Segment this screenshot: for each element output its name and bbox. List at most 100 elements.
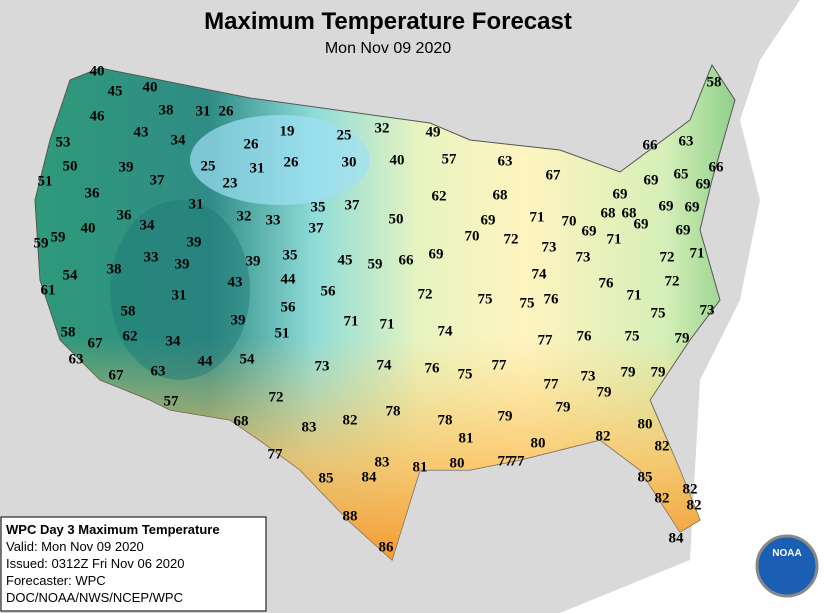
temperature: 25 (201, 158, 216, 174)
temperature: 75 (520, 295, 535, 311)
temperature: 45 (338, 252, 353, 268)
cold-patch (190, 115, 370, 205)
temperature: 46 (90, 108, 106, 124)
temperature: 73 (315, 358, 330, 374)
temperature: 36 (85, 185, 101, 201)
info-line: Valid: Mon Nov 09 2020 (6, 539, 144, 554)
mountain-patch (110, 200, 250, 380)
temperature: 31 (172, 287, 187, 303)
temperature: 67 (88, 335, 104, 351)
info-box (0, 516, 267, 612)
temperature: 59 (368, 256, 383, 272)
temperature: 77 (268, 446, 284, 462)
temperature: 74 (532, 266, 548, 282)
temperature: 38 (107, 261, 122, 277)
temperature: 76 (577, 328, 593, 344)
temperature: 80 (531, 435, 546, 451)
temperature: 39 (246, 253, 261, 269)
temperature: 71 (607, 231, 622, 247)
temperature: 35 (311, 199, 326, 215)
temperature: 69 (644, 172, 659, 188)
temperature: 70 (562, 213, 577, 229)
temperature: 39 (175, 256, 190, 272)
temperature: 68 (601, 205, 616, 221)
info-heading: WPC Day 3 Maximum Temperature (6, 522, 220, 537)
temperature: 44 (198, 353, 214, 369)
temperature: 34 (171, 132, 187, 148)
temperature: 76 (599, 275, 615, 291)
info-line: Issued: 0312Z Fri Nov 06 2020 (6, 556, 185, 571)
temperature: 65 (674, 166, 689, 182)
temperature: 76 (425, 360, 441, 376)
temperature: 71 (690, 245, 705, 261)
warm-overlay (35, 65, 735, 560)
temperature: 84 (669, 530, 685, 546)
temperature: 53 (56, 134, 71, 150)
info-line: Forecaster: WPC (6, 573, 106, 588)
temperature: 58 (61, 324, 76, 340)
temperature: 63 (151, 363, 166, 379)
temperature: 19 (280, 123, 295, 139)
temperature: 26 (219, 103, 235, 119)
temperature: 74 (377, 357, 393, 373)
temperature: 67 (109, 367, 125, 383)
temperature: 34 (166, 333, 182, 349)
temperature: 37 (309, 220, 325, 236)
temperature: 72 (504, 231, 519, 247)
temperature: 85 (319, 470, 334, 486)
subtitle: Mon Nov 09 2020 (325, 40, 451, 57)
temperature: 72 (665, 273, 680, 289)
temperature: 73 (576, 249, 591, 265)
temperature: 39 (119, 159, 134, 175)
temperature: 31 (196, 103, 211, 119)
temperature: 32 (375, 120, 390, 136)
temperature: 54 (63, 267, 79, 283)
temperature: 31 (189, 196, 204, 212)
temperature: 40 (90, 63, 105, 79)
temperature: 80 (638, 416, 653, 432)
temperature: 39 (231, 312, 246, 328)
temperature: 76 (544, 291, 560, 307)
temperature: 74 (438, 323, 454, 339)
temperature: 82 (687, 497, 702, 513)
temperature: 68 (622, 205, 637, 221)
temperature: 77 (538, 332, 554, 348)
noaa-logo (755, 534, 819, 598)
temperature: 50 (63, 158, 78, 174)
temperature: 71 (380, 316, 395, 332)
temperature: 57 (442, 151, 458, 167)
temperature: 58 (121, 303, 136, 319)
temperature: 85 (638, 469, 653, 485)
temperature: 79 (597, 384, 612, 400)
temperature: 75 (625, 328, 640, 344)
temperature: 73 (700, 302, 715, 318)
temperature: 69 (685, 199, 700, 215)
temperature: 68 (234, 413, 249, 429)
temperature: 37 (150, 172, 166, 188)
temperature: 57 (164, 393, 180, 409)
temperature: 72 (418, 286, 433, 302)
temperature: 68 (493, 187, 508, 203)
temperature: 71 (344, 313, 359, 329)
temperature: 40 (81, 220, 96, 236)
temperature: 25 (337, 127, 352, 143)
temperature: 56 (321, 283, 337, 299)
temperature: 67 (546, 167, 562, 183)
temperature: 82 (343, 412, 358, 428)
temperature: 77 (544, 376, 560, 392)
temperature: 69 (429, 246, 444, 262)
temperature: 62 (432, 188, 447, 204)
temperature: 30 (342, 154, 357, 170)
temperature: 77 (498, 453, 514, 469)
temperature: 40 (143, 79, 158, 95)
temperature: 26 (244, 136, 260, 152)
temperature: 69 (613, 186, 628, 202)
temperature: 75 (458, 366, 473, 382)
temperature: 81 (459, 430, 474, 446)
temperature: 79 (621, 364, 636, 380)
temperature: 69 (696, 176, 711, 192)
temperature: 40 (390, 152, 405, 168)
temperature: 82 (655, 438, 670, 454)
temperature: 82 (596, 428, 611, 444)
temperature: 82 (683, 481, 698, 497)
